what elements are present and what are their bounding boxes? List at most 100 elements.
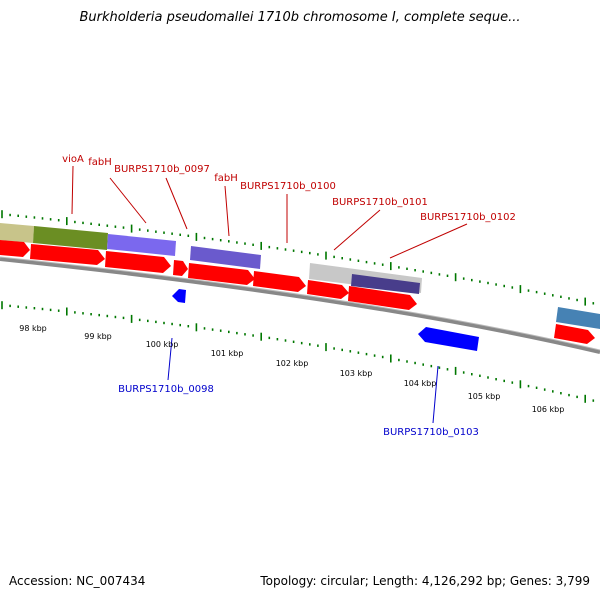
gene-label-BURPS1710b_0097[interactable]: BURPS1710b_0097 bbox=[114, 164, 210, 175]
minor-tick bbox=[98, 313, 100, 317]
minor-tick bbox=[349, 258, 352, 261]
minor-tick bbox=[82, 221, 84, 225]
minor-tick bbox=[252, 243, 254, 246]
forward-cds-arrow[interactable] bbox=[554, 324, 595, 344]
feature-band-dark-slate[interactable] bbox=[351, 274, 420, 294]
major-tick bbox=[1, 210, 3, 219]
inner-tick-ring bbox=[1, 301, 595, 403]
minor-tick bbox=[341, 348, 343, 352]
minor-tick bbox=[41, 307, 44, 311]
scale-label: 102 kbp bbox=[276, 359, 309, 368]
minor-tick bbox=[309, 343, 311, 346]
minor-tick bbox=[479, 280, 481, 283]
minor-tick bbox=[543, 388, 546, 391]
minor-tick bbox=[98, 223, 100, 226]
minor-tick bbox=[333, 347, 335, 350]
minor-tick bbox=[495, 378, 497, 381]
minor-tick bbox=[576, 298, 578, 302]
minor-tick bbox=[9, 213, 11, 217]
minor-tick bbox=[268, 245, 271, 249]
feature-band-purple-2[interactable] bbox=[190, 246, 261, 269]
minor-tick bbox=[228, 240, 230, 243]
feature-band-olive[interactable] bbox=[33, 226, 108, 250]
minor-tick bbox=[236, 241, 238, 244]
forward-cds-arrow[interactable] bbox=[307, 280, 349, 299]
major-tick bbox=[1, 301, 3, 310]
minor-tick bbox=[398, 358, 400, 362]
major-tick bbox=[454, 273, 457, 282]
minor-tick bbox=[292, 249, 295, 252]
minor-tick bbox=[268, 336, 271, 340]
minor-tick bbox=[106, 224, 109, 227]
major-tick bbox=[325, 251, 327, 260]
minor-tick bbox=[171, 322, 173, 326]
minor-tick bbox=[276, 338, 279, 341]
minor-tick bbox=[57, 309, 60, 312]
gene-label-BURPS1710b_0101[interactable]: BURPS1710b_0101 bbox=[332, 197, 428, 208]
minor-tick bbox=[219, 329, 222, 332]
major-tick bbox=[195, 323, 198, 332]
minor-tick bbox=[446, 368, 449, 371]
minor-tick bbox=[179, 233, 181, 236]
minor-tick bbox=[560, 392, 562, 395]
scale-label: 104 kbp bbox=[404, 379, 437, 388]
gene-label-BURPS1710b_0098[interactable]: BURPS1710b_0098 bbox=[118, 384, 214, 395]
minor-tick bbox=[252, 334, 254, 337]
minor-tick bbox=[138, 228, 141, 231]
minor-tick bbox=[284, 248, 287, 251]
forward-cds-arrow[interactable] bbox=[253, 271, 306, 292]
minor-tick bbox=[333, 255, 335, 259]
minor-tick bbox=[9, 304, 11, 308]
gene-label-fabH-2[interactable]: fabH bbox=[214, 173, 238, 184]
minor-tick bbox=[552, 294, 554, 297]
gene-label-vioA[interactable]: vioA bbox=[62, 154, 84, 165]
gene-label-BURPS1710b_0102[interactable]: BURPS1710b_0102 bbox=[420, 212, 516, 223]
feature-band-khaki[interactable] bbox=[0, 223, 34, 243]
major-tick bbox=[260, 241, 262, 250]
feature-band-purple-1[interactable] bbox=[107, 234, 176, 256]
minor-tick bbox=[430, 364, 433, 368]
forward-cds-arrow[interactable] bbox=[188, 263, 255, 285]
minor-tick bbox=[57, 219, 60, 222]
minor-tick bbox=[292, 340, 295, 343]
minor-tick bbox=[74, 220, 76, 224]
gene-label-BURPS1710b_0103[interactable]: BURPS1710b_0103 bbox=[383, 427, 479, 438]
minor-tick bbox=[17, 305, 19, 308]
minor-tick bbox=[381, 355, 384, 359]
scale-label: 100 kbp bbox=[146, 340, 179, 349]
feature-band-steel-blue[interactable] bbox=[556, 307, 600, 329]
minor-tick bbox=[373, 354, 376, 357]
gene-leader-line bbox=[165, 177, 188, 230]
minor-tick bbox=[365, 352, 368, 356]
minor-tick bbox=[503, 284, 505, 288]
minor-tick bbox=[422, 363, 424, 366]
forward-cds-arrow[interactable] bbox=[173, 260, 188, 276]
forward-cds-arrow[interactable] bbox=[0, 240, 30, 257]
forward-cds-arrow[interactable] bbox=[348, 286, 417, 310]
gene-label-BURPS1710b_0100[interactable]: BURPS1710b_0100 bbox=[240, 181, 336, 192]
forward-cds-arrow[interactable] bbox=[30, 244, 105, 265]
minor-tick bbox=[592, 302, 595, 305]
gene-leader-line bbox=[333, 209, 381, 251]
minor-tick bbox=[17, 214, 19, 217]
chromosome-backbone bbox=[0, 257, 600, 354]
scale-label: 103 kbp bbox=[340, 369, 373, 378]
scale-label: 98 kbp bbox=[19, 324, 47, 333]
minor-tick bbox=[406, 360, 408, 363]
minor-tick bbox=[414, 269, 416, 272]
gene-label-fabH-1[interactable]: fabH bbox=[88, 157, 112, 168]
minor-tick bbox=[300, 341, 303, 345]
scale-label: 101 kbp bbox=[211, 349, 244, 358]
reverse-cds-arrow[interactable] bbox=[172, 289, 186, 303]
major-tick bbox=[390, 354, 392, 363]
minor-tick bbox=[487, 376, 489, 379]
minor-tick bbox=[527, 289, 530, 292]
reverse-cds-arrow[interactable] bbox=[418, 327, 479, 351]
minor-tick bbox=[228, 330, 230, 334]
minor-tick bbox=[357, 259, 360, 262]
minor-tick bbox=[535, 290, 538, 294]
major-tick bbox=[584, 394, 586, 403]
forward-cds-arrow[interactable] bbox=[105, 251, 171, 273]
minor-tick bbox=[487, 281, 489, 285]
